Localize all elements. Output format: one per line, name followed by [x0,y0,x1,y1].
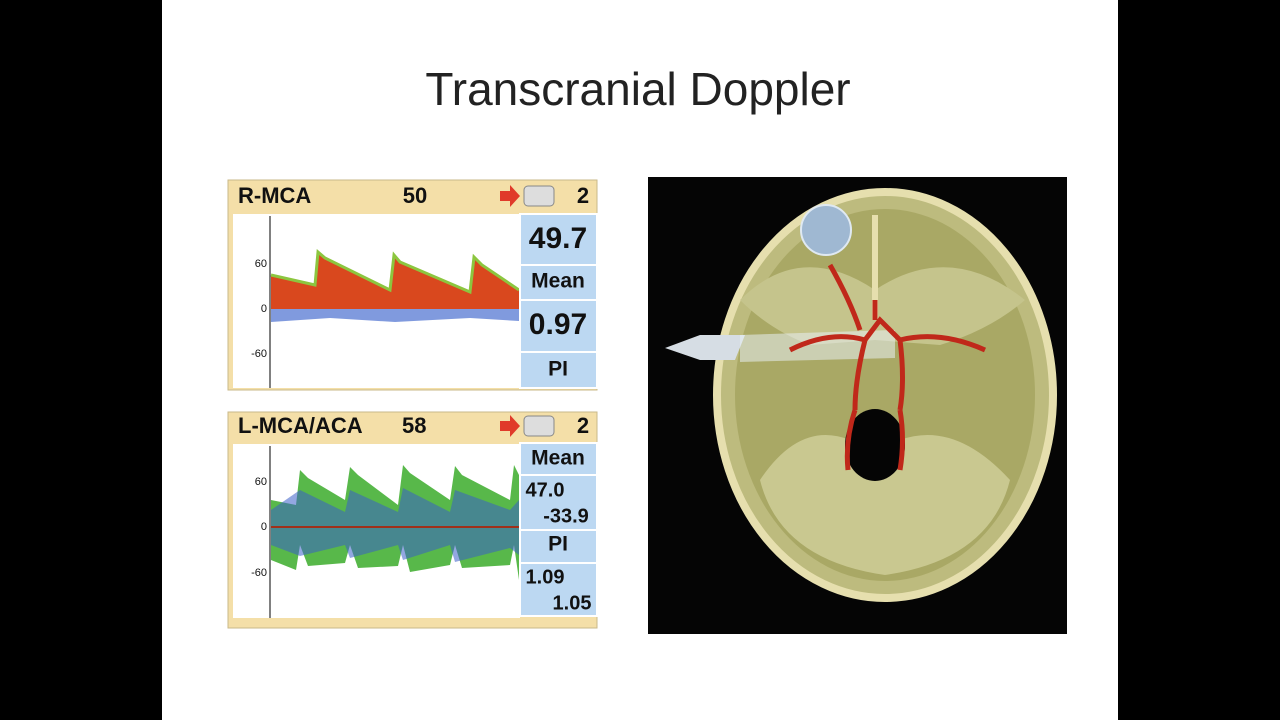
probe-icon [523,415,555,437]
probe-icon [523,185,555,207]
waveform [271,252,519,309]
readout-box [519,474,598,531]
tick-label: -60 [251,348,267,360]
slide-title: Transcranial Doppler [425,63,850,115]
readout-box [519,442,598,476]
readout: Mean [531,447,585,470]
readout: -33.9 [543,505,589,527]
tick-label: 0 [261,303,267,315]
readout: 1.09 [526,566,565,588]
foramen-magnum [845,409,905,481]
readout: 0.97 [529,308,587,341]
vessel-label: R-MCA [238,183,311,208]
waveform-edge [270,248,520,295]
posterior-fossa [760,435,1010,575]
depth: 50 [403,183,427,208]
readout-box [519,562,598,617]
depth: 58 [402,413,426,438]
readout-box [519,213,598,266]
readout: 47.0 [526,479,565,501]
readout: PI [548,358,568,381]
readout-box [519,351,598,389]
tick-label: 60 [255,476,267,488]
vessel-label: L-MCA/ACA [238,413,363,438]
readout: Mean [531,270,585,293]
tick-label: 0 [261,521,267,533]
tick-label: 60 [255,258,267,270]
eyeball [800,204,852,256]
readout: PI [548,533,568,556]
probe-arrow-icon [500,415,520,437]
channel: 2 [577,183,589,208]
waveform-negative [271,309,519,322]
doppler-panel: L-MCA/ACA 58 2 60 0 -60 Mean 47.0 -33.9 … [227,411,598,629]
readout: 1.05 [553,592,592,614]
skull-illustration [648,177,1067,634]
arteries [788,263,987,471]
anterior-fossa [740,267,1025,345]
probe-arrow-icon [500,185,520,207]
probe [665,335,745,360]
waveform-core [271,488,519,562]
readout-box [519,299,598,353]
tick-label: -60 [251,567,267,579]
doppler-panel: R-MCA 50 2 60 0 -60 49.7 Mean 0.97 PI [227,179,598,391]
channel: 2 [577,413,589,438]
readout: 49.7 [529,222,587,255]
